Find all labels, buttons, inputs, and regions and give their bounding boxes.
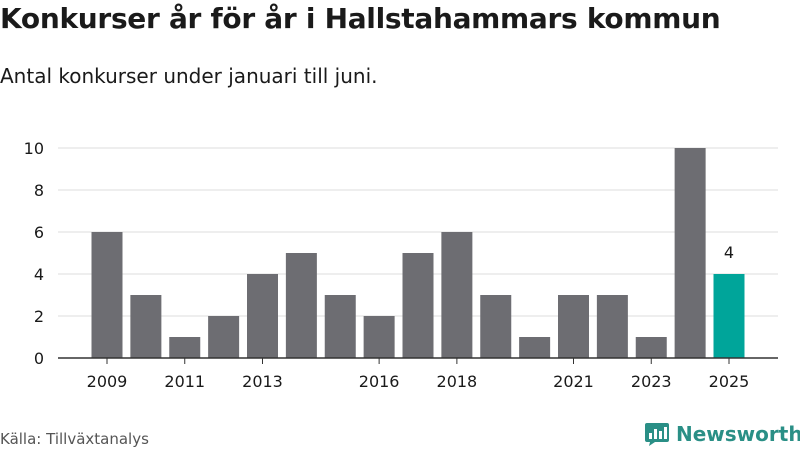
x-tick-label: 2013 — [242, 372, 283, 391]
bar — [558, 295, 589, 358]
brand-logo[interactable]: Newsworthy — [644, 420, 800, 448]
bar — [596, 295, 628, 358]
brand-name: Newsworthy — [676, 422, 800, 446]
x-tick-label: 2018 — [437, 372, 478, 391]
chart-title: Konkurser år för år i Hallstahammars kom… — [0, 2, 721, 35]
y-tick-label: 0 — [34, 349, 44, 368]
bar — [169, 337, 201, 358]
bar — [130, 295, 162, 358]
bar — [324, 295, 356, 358]
newsworthy-icon — [645, 423, 669, 446]
bar — [519, 337, 551, 358]
bar — [285, 253, 317, 358]
x-tick-label: 2011 — [164, 372, 205, 391]
x-tick-label: 2009 — [87, 372, 128, 391]
y-tick-label: 2 — [34, 307, 44, 326]
y-tick-label: 10 — [24, 139, 44, 158]
bar — [363, 316, 395, 358]
bar — [713, 274, 745, 358]
source-note: Källa: Tillväxtanalys — [0, 430, 149, 448]
y-tick-label: 8 — [34, 181, 44, 200]
x-tick-label: 2023 — [631, 372, 672, 391]
bar — [247, 274, 278, 358]
chart-subtitle: Antal konkurser under januari till juni. — [0, 64, 378, 88]
x-tick-label: 2021 — [553, 372, 594, 391]
bar — [480, 295, 512, 358]
x-tick-label: 2025 — [709, 372, 750, 391]
x-tick-label: 2016 — [359, 372, 400, 391]
bar — [674, 148, 706, 358]
bar — [635, 337, 667, 358]
y-tick-label: 6 — [34, 223, 44, 242]
bar — [91, 232, 123, 358]
bar — [441, 232, 473, 358]
bar — [208, 316, 240, 358]
bar — [402, 253, 434, 358]
data-label: 4 — [724, 243, 734, 262]
y-tick-label: 4 — [34, 265, 44, 284]
